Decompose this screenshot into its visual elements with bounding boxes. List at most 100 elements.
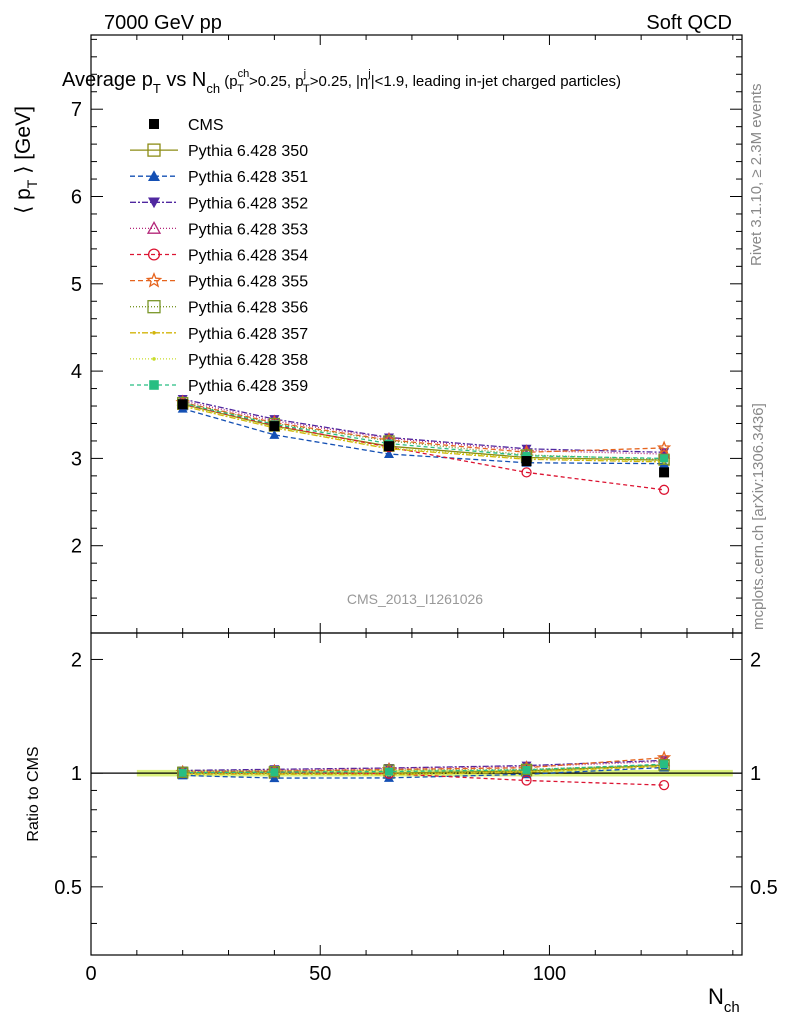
legend-entry: Pythia 6.428 357 bbox=[130, 326, 308, 343]
legend-label: Pythia 6.428 350 bbox=[188, 143, 308, 160]
series-marker bbox=[521, 775, 532, 786]
mcplots-label: mcplots.cern.ch [arXiv:1306.3436] bbox=[750, 403, 767, 630]
data-point bbox=[521, 456, 532, 467]
data-point bbox=[383, 441, 394, 452]
series-marker bbox=[658, 484, 670, 495]
title-cut-sup-a: ch bbox=[238, 68, 250, 80]
ratio-y-tick-label-right: 0.5 bbox=[750, 877, 778, 899]
legend-entry: Pythia 6.428 353 bbox=[130, 221, 308, 238]
y-axis-label-main-rest: ⟩ [GeV] bbox=[12, 106, 35, 180]
legend: CMS Pythia 6.428 350 Pythia 6.428 351 Pythi… bbox=[130, 117, 308, 395]
legend-swatch bbox=[149, 119, 159, 129]
x-axis-label-main: N bbox=[708, 984, 724, 1009]
y-axis-label-ratio: Ratio to CMS bbox=[25, 746, 42, 841]
header-right: Soft QCD bbox=[646, 12, 732, 34]
x-tick-label: 100 bbox=[533, 963, 566, 985]
series-marker bbox=[656, 440, 672, 455]
legend-label: Pythia 6.428 351 bbox=[188, 169, 308, 186]
x-tick-label: 0 bbox=[85, 963, 96, 985]
title-cut-sub-a: T bbox=[237, 83, 244, 95]
series-marker bbox=[660, 760, 669, 769]
series-marker bbox=[658, 779, 670, 791]
legend-label: Pythia 6.428 356 bbox=[188, 300, 308, 317]
legend-label: CMS bbox=[188, 117, 224, 134]
series-marker bbox=[149, 380, 159, 390]
ratio-frame bbox=[90, 632, 743, 956]
series-marker bbox=[152, 357, 156, 361]
y-tick-label: 3 bbox=[71, 448, 82, 470]
series-1 bbox=[177, 403, 670, 468]
main-panel: 2 3 4 5 6 7 bbox=[71, 34, 743, 634]
series-marker bbox=[146, 221, 162, 234]
title-cut-c: >0.25, |η bbox=[310, 73, 369, 90]
ratio-series-9 bbox=[178, 760, 669, 777]
title-main-sub-b: ch bbox=[206, 81, 220, 96]
legend-entry: Pythia 6.428 354 bbox=[130, 248, 308, 265]
legend-label: Pythia 6.428 359 bbox=[188, 378, 308, 395]
title-main-b: vs N bbox=[161, 69, 207, 91]
analysis-watermark: CMS_2013_I1261026 bbox=[347, 591, 483, 607]
series-marker bbox=[178, 768, 187, 777]
series-marker bbox=[147, 300, 161, 314]
legend-entry: Pythia 6.428 355 bbox=[130, 271, 308, 291]
series-2 bbox=[177, 395, 670, 458]
legend-entry: Pythia 6.428 350 bbox=[130, 143, 308, 160]
title-cut-sup-b: j bbox=[303, 68, 306, 80]
series-0 bbox=[177, 398, 670, 466]
legend-label: Pythia 6.428 352 bbox=[188, 195, 308, 212]
y-tick-label: 6 bbox=[71, 187, 82, 209]
series-line bbox=[182, 404, 665, 462]
legend-entry: Pythia 6.428 359 bbox=[130, 378, 308, 395]
title-cut-d: |<1.9, leading in-jet charged particles) bbox=[371, 73, 621, 90]
title-main-a: Average p bbox=[62, 69, 153, 91]
series-marker bbox=[521, 467, 532, 478]
series-marker bbox=[522, 765, 531, 774]
series-marker bbox=[152, 331, 156, 335]
x-axis-label: Nch bbox=[708, 984, 740, 1016]
legend-label: Pythia 6.428 355 bbox=[188, 274, 308, 291]
ratio-y-tick-label: 0.5 bbox=[54, 877, 82, 899]
ratio-y-tick-label: 2 bbox=[71, 649, 82, 671]
y-tick-label: 7 bbox=[71, 99, 82, 121]
series-marker bbox=[147, 248, 161, 261]
series-6 bbox=[177, 396, 670, 465]
legend-entry: Pythia 6.428 351 bbox=[130, 169, 308, 186]
y-axis-label-main: ⟨ pT ⟩ [GeV] bbox=[12, 106, 40, 214]
series-line bbox=[182, 405, 665, 463]
series-5 bbox=[175, 395, 672, 459]
title-main-sub-a: T bbox=[153, 81, 161, 96]
legend-entry: Pythia 6.428 358 bbox=[130, 352, 308, 369]
series-marker bbox=[145, 271, 163, 288]
series-marker bbox=[269, 429, 280, 439]
x-tick-label: 50 bbox=[309, 963, 331, 985]
series-marker bbox=[270, 768, 279, 777]
legend-entry: CMS bbox=[149, 117, 224, 134]
series-marker bbox=[660, 454, 669, 463]
ratio-y-tick-label-right: 1 bbox=[750, 763, 761, 785]
data-point bbox=[177, 399, 188, 410]
series-marker bbox=[383, 772, 394, 782]
data-point bbox=[269, 421, 280, 432]
series-marker bbox=[177, 766, 189, 778]
series-marker bbox=[383, 449, 394, 459]
legend-entry: Pythia 6.428 352 bbox=[130, 195, 308, 212]
title-cut-a: (p bbox=[220, 73, 238, 90]
series-4 bbox=[177, 399, 670, 495]
data-point bbox=[659, 467, 670, 478]
rivet-label: Rivet 3.1.10, ≥ 2.3M events bbox=[748, 84, 765, 267]
ratio-y-tick-label-right: 2 bbox=[750, 649, 761, 671]
series-marker bbox=[522, 451, 531, 460]
y-axis-label-main-sub: T bbox=[24, 179, 40, 188]
ratio-y-tick-label: 1 bbox=[71, 763, 82, 785]
series-marker bbox=[269, 415, 280, 425]
chart-title: Average pT vs Nch (pch T >0.25, pj T>0.25, … bbox=[62, 68, 621, 96]
y-tick-label: 2 bbox=[71, 536, 82, 558]
series-line bbox=[182, 398, 665, 453]
y-tick-label: 5 bbox=[71, 274, 82, 296]
series-marker bbox=[148, 197, 160, 209]
title-cut-sup-c: j bbox=[367, 68, 370, 80]
legend-label: Pythia 6.428 358 bbox=[188, 352, 308, 369]
title-cut-b: >0.25, p bbox=[249, 73, 304, 90]
legend-entry: Pythia 6.428 356 bbox=[130, 300, 308, 317]
